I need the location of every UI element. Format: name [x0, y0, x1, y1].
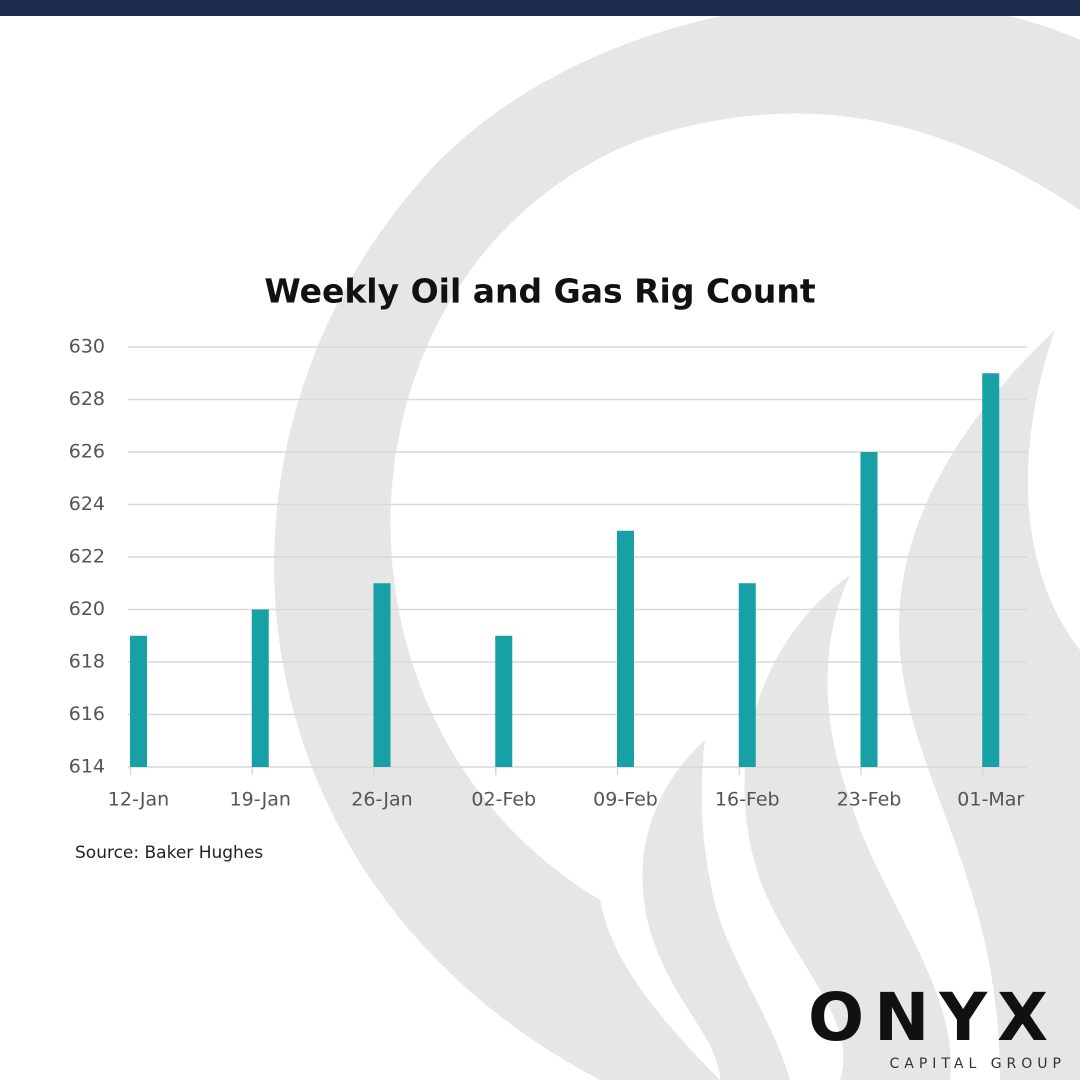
swoosh [274, 0, 1080, 1080]
bar [617, 530, 634, 767]
flame [744, 575, 951, 1080]
y-tick-label: 628 [69, 388, 105, 410]
bar [130, 635, 147, 767]
y-tick-label: 624 [69, 493, 105, 515]
top-band [0, 0, 1080, 16]
bar [738, 583, 756, 767]
x-tick-label: 26-Jan [351, 789, 412, 811]
y-tick-label: 620 [69, 598, 105, 620]
x-tick-label: 23-Feb [837, 789, 902, 811]
x-tick-label: 09-Feb [593, 789, 658, 811]
x-tick-label: 12-Jan [108, 789, 169, 811]
bar [860, 452, 878, 767]
bar [373, 583, 391, 767]
y-tick-label: 618 [69, 651, 105, 673]
source: Source: Baker Hughes [75, 843, 263, 863]
bar [251, 609, 269, 767]
x-tick-label: 19-Jan [230, 789, 291, 811]
bar [982, 373, 1000, 767]
logo-tagline: CAPITAL GROUP [889, 1056, 1066, 1072]
flame [642, 740, 790, 1080]
y-tick-label: 626 [69, 441, 105, 463]
y-tick-label: 616 [69, 703, 105, 725]
x-tick-label: 02-Feb [471, 789, 536, 811]
x-tick-label: 01-Mar [957, 789, 1024, 811]
y-tick-label: 622 [69, 546, 105, 568]
x-tick-label: 16-Feb [715, 789, 780, 811]
chart-title: Weekly Oil and Gas Rig Count [264, 272, 815, 311]
y-tick-label: 614 [69, 756, 105, 778]
bar [495, 635, 513, 767]
logo-name: ONYX [808, 979, 1058, 1056]
y-tick-label: 630 [69, 336, 105, 358]
